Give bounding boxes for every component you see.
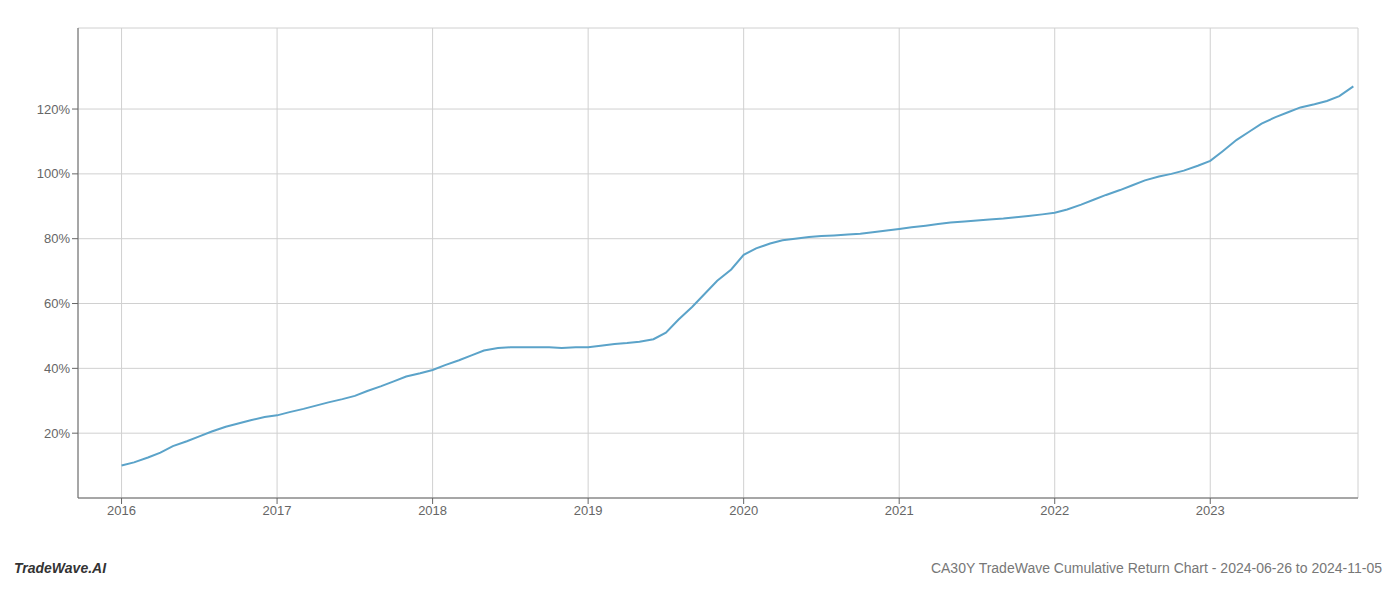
html-text:CA30Y TradeWave Cumulative Ret: CA30Y TradeWave Cumulative Return Chart … [930, 560, 1382, 576]
svg-text:2021: 2021 [885, 503, 914, 518]
svg-text:120%: 120% [37, 102, 71, 117]
svg-text:2016: 2016 [107, 503, 136, 518]
svg-text:2017: 2017 [263, 503, 292, 518]
svg-text:2023: 2023 [1196, 503, 1225, 518]
svg-text:20%: 20% [44, 426, 70, 441]
html-text:TradeWave.AI: TradeWave.AI [14, 560, 107, 576]
svg-text:2020: 2020 [729, 503, 758, 518]
svg-text:100%: 100% [37, 166, 71, 181]
svg-text:40%: 40% [44, 361, 70, 376]
svg-text:2019: 2019 [574, 503, 603, 518]
svg-text:2018: 2018 [418, 503, 447, 518]
svg-text:2022: 2022 [1040, 503, 1069, 518]
svg-text:60%: 60% [44, 296, 70, 311]
svg-text:80%: 80% [44, 231, 70, 246]
